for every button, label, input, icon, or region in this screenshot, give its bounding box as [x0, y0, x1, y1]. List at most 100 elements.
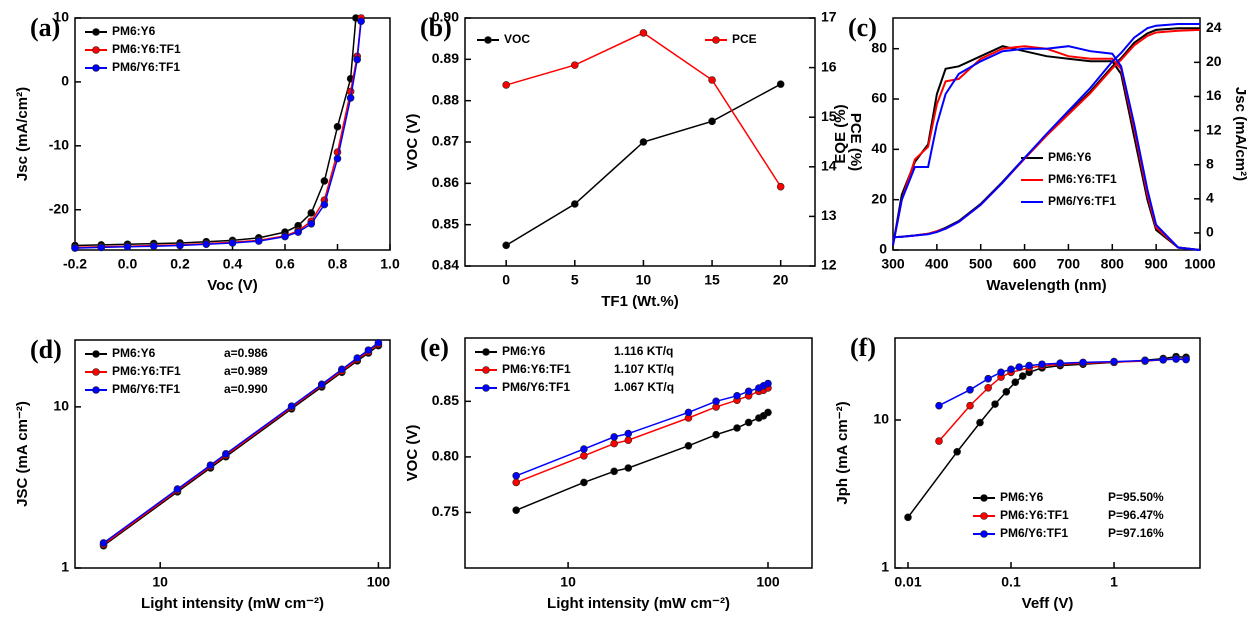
data-point — [1159, 356, 1167, 364]
data-point — [228, 239, 237, 247]
legend-label: PM6:Y6 — [1000, 490, 1044, 504]
x-tick-label: 1000 — [1184, 256, 1215, 272]
data-point — [953, 447, 961, 456]
y2-axis-title: PCE (%) — [847, 113, 864, 171]
data-point — [624, 436, 633, 445]
series-line — [103, 344, 379, 547]
data-point — [684, 408, 693, 417]
data-point — [222, 450, 230, 458]
legend-marker — [92, 350, 100, 358]
data-point — [639, 29, 648, 37]
data-point — [512, 506, 520, 515]
data-point — [904, 513, 912, 522]
y-tick-label: 10 — [53, 9, 69, 25]
y2-tick-label: 4 — [1206, 190, 1214, 206]
data-point — [1025, 361, 1033, 370]
data-point — [744, 418, 753, 427]
data-point — [1056, 359, 1064, 367]
x-tick-label: 900 — [1144, 256, 1168, 272]
data-point — [512, 478, 520, 487]
series-line — [892, 23, 1200, 239]
plot-frame — [464, 337, 813, 569]
data-point — [97, 243, 106, 252]
data-point — [684, 441, 693, 450]
data-point — [1007, 365, 1015, 374]
data-point — [353, 55, 361, 64]
x-tick-label: -0.2 — [63, 256, 87, 272]
legend-label: PM6:Y6 — [112, 346, 156, 360]
data-point — [733, 424, 741, 432]
y2-tick-label: 14 — [821, 158, 837, 174]
x-tick-label: 700 — [1057, 256, 1081, 272]
legend-marker — [482, 384, 490, 392]
y2-tick-label: 12 — [1206, 121, 1222, 137]
data-point — [712, 430, 720, 439]
y2-tick-label: 24 — [1206, 19, 1222, 35]
data-point — [624, 429, 633, 438]
data-point — [610, 467, 618, 476]
data-point — [935, 437, 943, 445]
x-axis-title: Voc (V) — [207, 277, 258, 294]
data-point — [281, 232, 289, 241]
y-tick-label: 80 — [871, 39, 887, 55]
legend-label: VOC — [504, 32, 530, 46]
y2-tick-label: 16 — [821, 58, 837, 74]
x-tick-label: 20 — [773, 272, 789, 288]
legend-marker — [92, 386, 100, 394]
x-axis-title: TF1 (Wt.%) — [601, 293, 678, 310]
data-point — [764, 379, 772, 388]
y-axis-title: VOC (V) — [404, 425, 421, 482]
data-point — [338, 365, 346, 374]
data-point — [997, 368, 1005, 377]
data-point — [1110, 357, 1118, 366]
x-tick-label: 0.01 — [894, 574, 921, 590]
y-tick-label: 0.90 — [432, 9, 459, 25]
y2-axis-title: Jsc (mA/cm²) — [1232, 87, 1249, 181]
x-tick-label: 0.0 — [118, 256, 138, 272]
panel-label: (a) — [30, 13, 60, 42]
data-point — [571, 200, 579, 208]
legend-label: PM6:Y6:TF1 — [112, 42, 181, 56]
legend-marker — [92, 368, 100, 376]
data-point — [744, 387, 753, 396]
legend-marker — [92, 64, 100, 72]
x-tick-label: 0.2 — [170, 256, 190, 272]
x-axis-title: Light intensity (mW cm⁻²) — [547, 595, 730, 612]
data-point — [123, 243, 132, 251]
legend-marker — [484, 36, 492, 44]
x-axis-title: Veff (V) — [1022, 595, 1074, 612]
series-line — [103, 343, 379, 546]
data-point — [374, 338, 383, 347]
data-point — [991, 400, 999, 408]
data-point — [712, 397, 720, 406]
data-point — [317, 380, 326, 389]
panel-label: (c) — [848, 13, 877, 42]
y-axis-title: VOC (V) — [404, 114, 421, 171]
x-tick-label: 0.1 — [1001, 574, 1021, 590]
x-tick-label: 1.0 — [380, 256, 400, 272]
plot-frame — [894, 337, 1201, 569]
data-point — [99, 539, 108, 547]
y2-tick-label: 12 — [821, 257, 837, 273]
legend-fit: 1.067 KT/q — [614, 380, 674, 394]
data-point — [512, 471, 520, 480]
legend-label: PM6/Y6:TF1 — [112, 382, 180, 396]
data-point — [610, 439, 618, 448]
y-tick-label: 60 — [871, 90, 887, 106]
series-line — [103, 342, 379, 544]
data-point — [776, 182, 785, 191]
x-tick-label: 10 — [560, 574, 576, 590]
data-point — [580, 451, 588, 460]
y-tick-label: 20 — [871, 190, 887, 206]
legend-label: PM6:Y6 — [112, 24, 156, 38]
data-point — [966, 385, 974, 394]
y-tick-label: 0.87 — [432, 133, 459, 149]
legend-label: PM6/Y6:TF1 — [112, 60, 180, 74]
legend-marker — [482, 348, 490, 356]
data-point — [287, 402, 296, 410]
legend-marker — [980, 512, 988, 520]
legend-label: PM6:Y6 — [1048, 150, 1092, 164]
panel-label: (b) — [420, 13, 452, 42]
y-tick-label: 0.89 — [432, 50, 459, 66]
